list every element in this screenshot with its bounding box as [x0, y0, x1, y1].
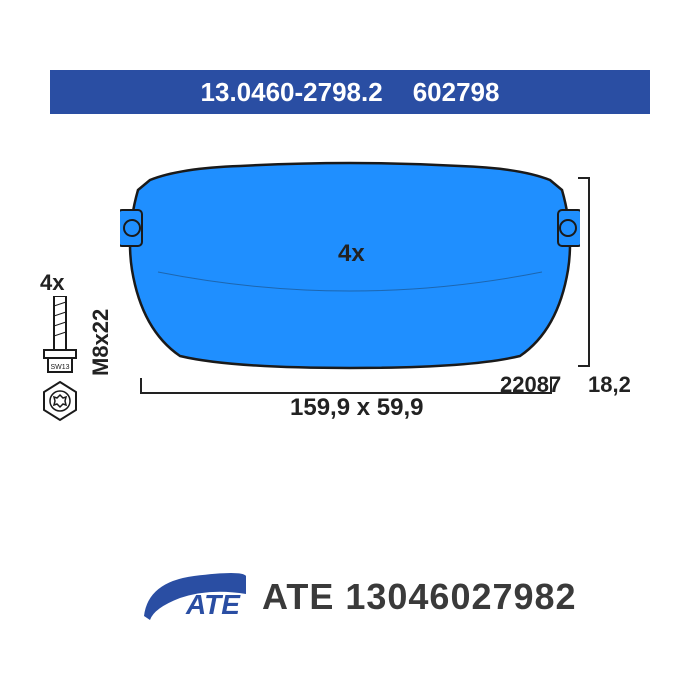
footer-brand: ATE: [262, 576, 334, 617]
part-number: 13.0460-2798.2: [201, 77, 383, 108]
pad-quantity-label: 4x: [338, 240, 365, 268]
short-code: 602798: [413, 77, 500, 108]
brand-logo: ATE: [140, 568, 250, 628]
pad-thickness-label: 18,2: [588, 372, 631, 398]
thickness-bracket: [578, 177, 590, 367]
pad-dimensions-label: 159,9 x 59,9: [290, 394, 423, 422]
footer-catalog-number: 13046027982: [345, 576, 576, 617]
footer-text: ATE 13046027982: [262, 576, 577, 618]
screw-diagram: SW13: [38, 296, 82, 426]
screw-spec-label: M8x22: [88, 309, 114, 376]
pad-right-code: 22087: [500, 372, 561, 398]
dimension-bracket: [140, 378, 552, 394]
svg-text:ATE: ATE: [185, 589, 241, 620]
screw-quantity-label: 4x: [40, 270, 64, 296]
diagram-canvas: 13.0460-2798.2 602798 4x 159,9 x 59,9 22…: [0, 0, 700, 700]
screw-head-marking: SW13: [50, 364, 69, 371]
header-bar: 13.0460-2798.2 602798: [50, 70, 650, 114]
